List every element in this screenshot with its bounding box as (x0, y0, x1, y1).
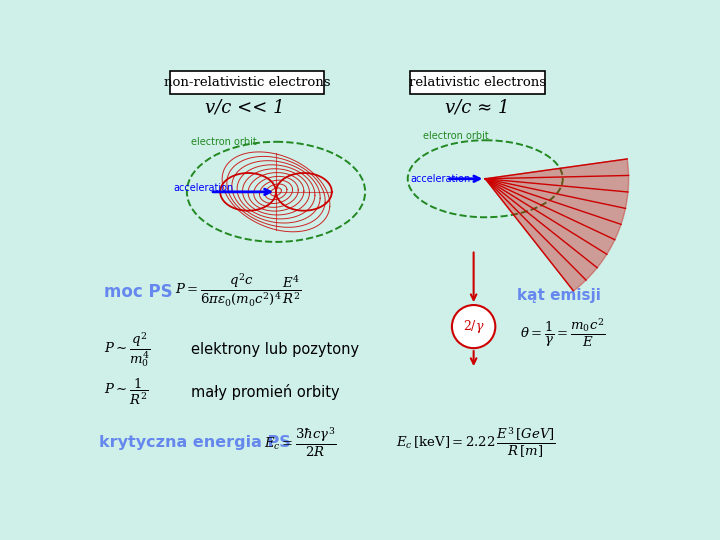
Text: $E_c = \dfrac{3\hbar c\gamma^3}{2R}$: $E_c = \dfrac{3\hbar c\gamma^3}{2R}$ (264, 426, 337, 458)
Text: kąt emisji: kąt emisji (517, 288, 600, 303)
Text: $P \sim \dfrac{1}{R^2}$: $P \sim \dfrac{1}{R^2}$ (104, 377, 148, 407)
Text: relativistic electrons: relativistic electrons (409, 76, 546, 89)
Text: krytyczna energia PS: krytyczna energia PS (99, 435, 291, 450)
Text: v/c << 1: v/c << 1 (205, 98, 285, 116)
Text: mały promień orbity: mały promień orbity (191, 384, 339, 400)
Text: $\theta = \dfrac{1}{\gamma} = \dfrac{m_0c^2}{E}$: $\theta = \dfrac{1}{\gamma} = \dfrac{m_0… (520, 316, 606, 349)
Text: $2/\gamma$: $2/\gamma$ (463, 318, 485, 335)
Text: elektrony lub pozytony: elektrony lub pozytony (191, 342, 359, 357)
Text: acceleration: acceleration (174, 183, 234, 193)
Text: non-relativistic electrons: non-relativistic electrons (164, 76, 330, 89)
FancyBboxPatch shape (410, 71, 545, 94)
Text: $P = \dfrac{q^2c}{6\pi\varepsilon_0\left(m_0c^2\right)^4}\dfrac{E^4}{R^2}$: $P = \dfrac{q^2c}{6\pi\varepsilon_0\left… (175, 272, 302, 308)
Text: $P \sim \dfrac{q^2}{m_0^4}$: $P \sim \dfrac{q^2}{m_0^4}$ (104, 330, 150, 369)
Text: acceleration: acceleration (410, 174, 470, 184)
Text: electron orbit: electron orbit (191, 137, 256, 147)
Circle shape (452, 305, 495, 348)
Text: $E_c\,[\mathrm{keV}]= 2.22\,\dfrac{E^3\,[GeV]}{R\,[m]}$: $E_c\,[\mathrm{keV}]= 2.22\,\dfrac{E^3\,… (396, 425, 556, 459)
Text: moc PS: moc PS (104, 283, 173, 301)
FancyBboxPatch shape (170, 71, 324, 94)
Text: v/c ≈ 1: v/c ≈ 1 (445, 98, 510, 116)
Text: electron orbit: electron orbit (423, 131, 489, 141)
Polygon shape (485, 159, 629, 291)
